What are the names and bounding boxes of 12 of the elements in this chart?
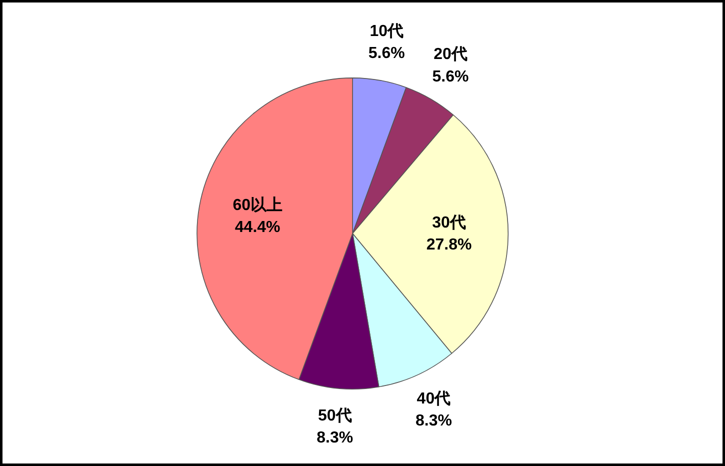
data-label: 8.3% xyxy=(316,429,354,446)
data-label: 5.6% xyxy=(432,68,469,86)
slice-label: 50代 xyxy=(318,406,352,424)
data-label: 44.4% xyxy=(234,219,280,236)
slice-label: 20代 xyxy=(434,45,468,64)
slice-label: 60以上 xyxy=(232,196,283,214)
data-label: 8.3% xyxy=(415,412,452,430)
slice-label: 10代 xyxy=(370,22,404,40)
slice-label: 40代 xyxy=(416,389,451,408)
slice-label: 30代 xyxy=(432,214,466,232)
data-label: 5.6% xyxy=(368,44,405,62)
data-label: 27.8% xyxy=(426,236,472,254)
